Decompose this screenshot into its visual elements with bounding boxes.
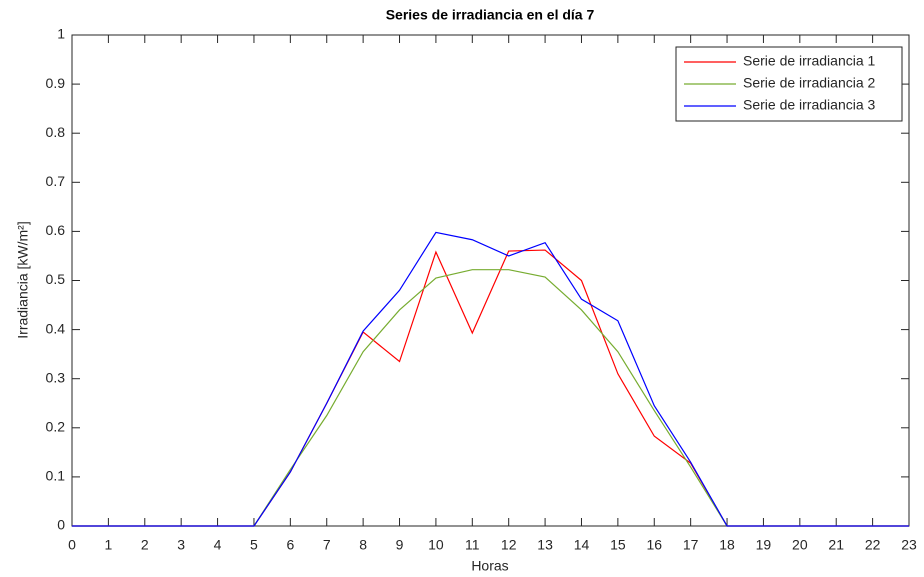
- y-tick-label: 0.1: [46, 468, 66, 484]
- y-tick-label: 0.9: [46, 75, 66, 91]
- y-tick-label: 0.2: [46, 419, 66, 435]
- y-tick-label: 0.6: [46, 222, 66, 238]
- x-tick-label: 19: [756, 537, 772, 553]
- series-line: [72, 231, 909, 527]
- x-tick-label: 14: [574, 537, 590, 553]
- x-tick-label: 18: [719, 537, 735, 553]
- legend-label: Serie de irradiancia 2: [743, 75, 876, 91]
- x-tick-label: 10: [428, 537, 444, 553]
- y-tick-label: 1: [57, 26, 65, 42]
- x-tick-label: 9: [396, 537, 404, 553]
- legend-label: Serie de irradiancia 3: [743, 97, 876, 113]
- x-tick-label: 15: [610, 537, 626, 553]
- x-axis-label: Horas: [471, 558, 508, 574]
- x-tick-label: 21: [828, 537, 844, 553]
- x-tick-label: 23: [901, 537, 917, 553]
- y-tick-label: 0.7: [46, 173, 66, 189]
- legend-label: Serie de irradiancia 1: [743, 53, 876, 69]
- x-tick-label: 1: [104, 537, 112, 553]
- y-tick-label: 0.5: [46, 271, 66, 287]
- x-tick-label: 7: [323, 537, 331, 553]
- y-tick-label: 0: [57, 517, 65, 533]
- y-tick-label: 0.4: [46, 320, 66, 336]
- y-tick-label: 0.8: [46, 124, 66, 140]
- x-tick-label: 2: [141, 537, 149, 553]
- x-tick-label: 8: [359, 537, 367, 553]
- x-tick-label: 17: [683, 537, 699, 553]
- x-tick-label: 6: [286, 537, 294, 553]
- x-tick-label: 11: [465, 537, 480, 553]
- chart-title: Series de irradiancia en el día 7: [386, 7, 595, 23]
- y-axis-label: Irradiancia [kW/m²]: [15, 221, 31, 338]
- x-tick-label: 5: [250, 537, 258, 553]
- x-tick-label: 12: [501, 537, 517, 553]
- x-tick-label: 16: [646, 537, 662, 553]
- x-tick-label: 3: [177, 537, 185, 553]
- y-tick-label: 0.3: [46, 369, 66, 385]
- x-tick-label: 4: [214, 537, 222, 553]
- x-tick-label: 13: [537, 537, 553, 553]
- x-tick-label: 0: [68, 537, 76, 553]
- x-tick-label: 20: [792, 537, 808, 553]
- x-tick-label: 22: [865, 537, 881, 553]
